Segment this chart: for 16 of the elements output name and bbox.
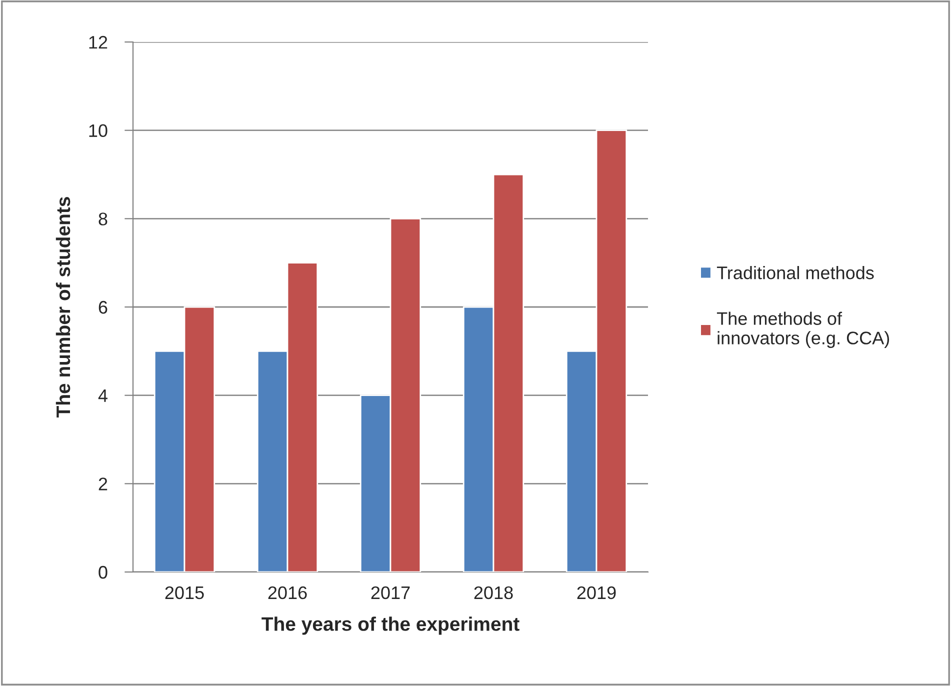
x-tick-label: 2016: [268, 586, 307, 600]
y-tick-label: 8: [98, 212, 108, 226]
x-axis-title: The years of the experiment: [262, 616, 520, 635]
y-tick-label: 6: [98, 300, 108, 314]
legend-label: The methods of innovators (e.g. CCA): [716, 312, 890, 348]
x-tick-label: 2019: [577, 586, 616, 600]
y-tick-label: 12: [89, 36, 108, 49]
y-tick-label: 2: [98, 478, 108, 490]
x-tick-label: 2018: [474, 586, 513, 600]
legend-label: Traditional methods: [716, 266, 874, 280]
y-tick-label: 0: [98, 566, 108, 579]
x-tick-label: 2017: [371, 586, 410, 600]
y-tick-label: 4: [98, 389, 108, 402]
y-tick-label: 10: [89, 124, 108, 138]
y-axis-title: The number of students: [56, 197, 70, 418]
x-tick-label: 2015: [165, 586, 204, 600]
